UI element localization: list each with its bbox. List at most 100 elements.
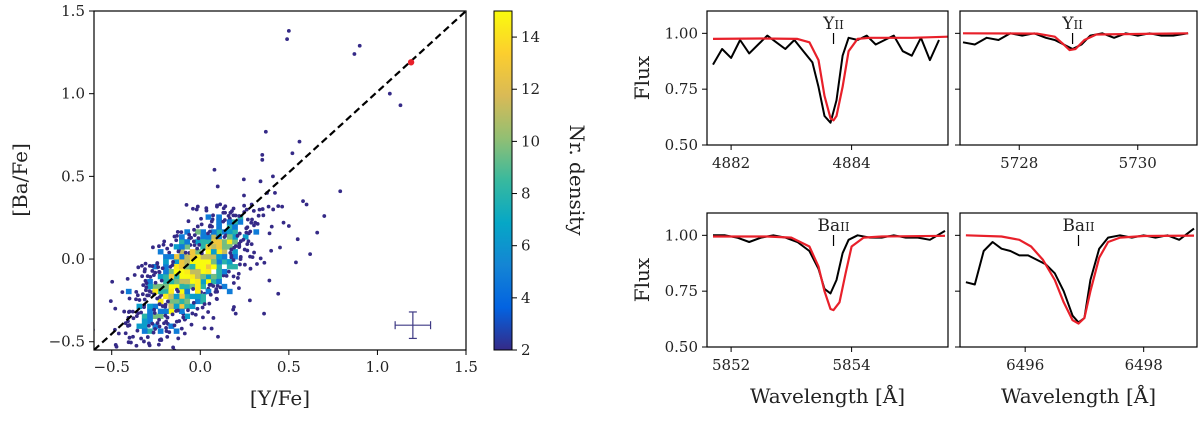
data-point xyxy=(295,237,300,242)
data-point xyxy=(286,28,291,33)
data-point xyxy=(145,293,150,298)
density-cell xyxy=(189,283,196,290)
density-cell xyxy=(221,283,228,290)
density-cell xyxy=(200,229,206,235)
density-cell xyxy=(194,229,201,235)
density-cell xyxy=(205,288,212,295)
density-cell xyxy=(136,323,143,329)
observed-spectrum-line xyxy=(712,34,940,124)
density-cell xyxy=(147,313,153,319)
data-point xyxy=(126,310,131,314)
density-cell xyxy=(210,278,217,285)
data-point xyxy=(246,239,251,244)
density-cell xyxy=(232,229,238,235)
density-cell xyxy=(205,254,212,260)
data-point xyxy=(165,334,170,339)
data-point xyxy=(122,309,127,314)
density-cell xyxy=(179,264,185,270)
x-tick-label: 4882 xyxy=(712,154,750,172)
data-point xyxy=(191,206,195,211)
data-point xyxy=(152,311,157,315)
y-tick-label: 1.00 xyxy=(665,24,698,42)
density-cell xyxy=(163,308,169,315)
data-point xyxy=(157,244,161,249)
spec-y-4883-panel: YII 4882 4884 0.50 0.75 1.00 Flux xyxy=(630,10,949,172)
density-cell xyxy=(179,308,185,315)
data-point xyxy=(280,204,285,209)
density-cell xyxy=(210,259,217,265)
density-cell xyxy=(147,328,153,334)
data-point xyxy=(285,37,289,42)
data-point xyxy=(143,278,148,283)
data-point xyxy=(218,285,223,290)
data-point xyxy=(131,334,135,339)
density-cell xyxy=(141,318,148,324)
density-cell xyxy=(179,268,185,275)
density-cell xyxy=(226,224,233,230)
data-point xyxy=(151,273,156,278)
colorbar: 2 4 6 8 10 12 14 Nr. density xyxy=(493,10,589,359)
data-point xyxy=(168,265,173,269)
spec-ba-5853-panel: BaII 5852 5854 0.50 0.75 1.00 Flux Wavelength [… xyxy=(630,212,949,408)
data-point xyxy=(211,213,215,218)
data-point xyxy=(142,305,146,310)
data-point xyxy=(235,276,240,280)
density-cell xyxy=(179,278,185,285)
data-point xyxy=(176,336,181,341)
density-cell xyxy=(184,259,191,265)
density-cell xyxy=(152,264,159,270)
data-point xyxy=(231,213,236,218)
data-point xyxy=(322,214,327,218)
density-cell xyxy=(226,219,233,225)
density-cell xyxy=(179,303,185,310)
y-tick-label: −0.5 xyxy=(49,333,85,351)
data-point xyxy=(204,206,209,211)
density-cell xyxy=(184,293,191,300)
data-point xyxy=(255,262,259,266)
data-point xyxy=(193,312,198,317)
density-cell xyxy=(226,234,233,240)
density-cell xyxy=(189,273,196,280)
data-point xyxy=(242,247,247,252)
data-point xyxy=(352,52,357,56)
data-point xyxy=(201,315,205,320)
data-point xyxy=(398,103,403,108)
data-point xyxy=(175,230,180,234)
density-cell xyxy=(232,264,238,270)
density-cell xyxy=(242,234,249,240)
data-point xyxy=(236,271,241,276)
data-point xyxy=(237,286,241,291)
density-cell xyxy=(232,254,238,260)
element-label: Ba xyxy=(1062,216,1085,236)
data-point xyxy=(132,273,137,277)
data-point xyxy=(113,306,118,311)
density-cell xyxy=(184,303,191,310)
data-point xyxy=(136,370,140,374)
density-cell xyxy=(168,283,175,290)
density-cell xyxy=(168,254,175,260)
density-cell xyxy=(125,288,132,295)
density-cell xyxy=(221,229,228,235)
x-tick-label: 5852 xyxy=(712,356,750,374)
data-point xyxy=(216,334,220,339)
data-point xyxy=(245,242,250,247)
data-point xyxy=(241,177,246,182)
data-point xyxy=(387,91,392,96)
density-cell xyxy=(189,278,196,285)
data-point xyxy=(136,311,140,316)
density-cell xyxy=(210,264,217,270)
data-point xyxy=(160,266,165,271)
y-axis-label: Flux xyxy=(630,55,654,100)
density-cell xyxy=(194,278,201,285)
data-point xyxy=(258,179,263,184)
density-cell xyxy=(194,283,201,290)
observed-spectrum-line xyxy=(965,227,1195,324)
synthetic-spectrum-line xyxy=(712,35,948,122)
line-ion-label: BaII xyxy=(817,216,849,236)
data-point xyxy=(145,274,150,278)
density-cell xyxy=(210,229,217,235)
y-tick-label: 1.00 xyxy=(665,226,698,244)
data-point xyxy=(215,184,220,189)
density-cell xyxy=(216,219,222,225)
data-point xyxy=(159,338,164,342)
